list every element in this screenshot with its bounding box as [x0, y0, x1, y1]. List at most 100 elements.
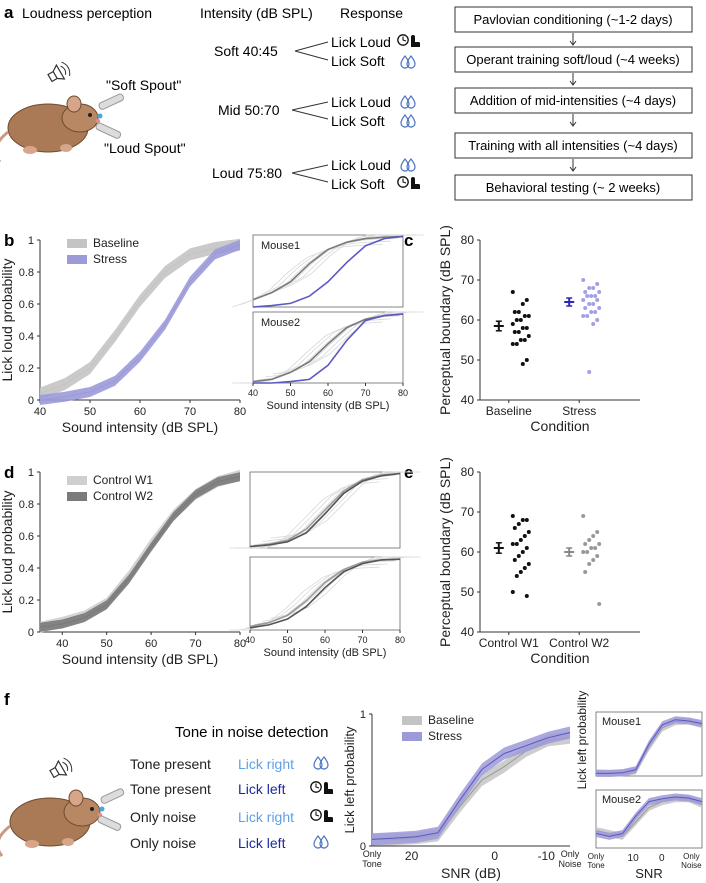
speaker-icon [45, 59, 73, 86]
mini-title: Mouse2 [261, 317, 300, 329]
x-tick-label: 70 [184, 406, 196, 418]
x-tick-label: 40 [34, 406, 46, 418]
data-point [595, 530, 600, 534]
data-point [526, 562, 531, 566]
legend-swatch [67, 239, 87, 248]
x-axis-label: Sound intensity (dB SPL) [264, 647, 387, 659]
intensity-soft: Soft 40:45 [214, 43, 278, 59]
x-tick-label: 60 [320, 635, 330, 645]
training-step: Operant training soft/loud (~4 weeks) [454, 46, 693, 73]
x-tick-label: Only [363, 849, 382, 859]
x-tick-label: 70 [360, 388, 370, 398]
data-point [524, 594, 529, 598]
data-point [583, 542, 588, 546]
response-lick-loud-1: Lick Loud [331, 34, 391, 50]
x-tick-label: 50 [101, 638, 113, 650]
tone-in-noise-title: Tone in noise detection [175, 724, 328, 741]
soft-spout-label: "Soft Spout" [106, 77, 181, 93]
data-point [591, 322, 596, 326]
data-point [581, 514, 586, 518]
x-tick-label: 40 [56, 638, 68, 650]
data-point [520, 518, 525, 522]
panel-a-label: a [4, 3, 14, 22]
data-point [589, 546, 594, 550]
data-point [587, 562, 592, 566]
data-point [581, 298, 586, 302]
data-point [593, 546, 598, 550]
data-point [581, 278, 586, 282]
f-condition-label: Tone present [130, 781, 211, 797]
series-line [595, 796, 703, 837]
y-tick-label: 60 [461, 313, 475, 327]
y-tick-label: 50 [461, 353, 475, 367]
f-response-label: Lick right [238, 756, 294, 772]
data-point [510, 342, 515, 346]
legend-label: Stress [93, 252, 127, 266]
data-point [514, 574, 519, 578]
speaker-icon [47, 755, 75, 782]
reward-icon [400, 55, 416, 69]
x-tick-label: 0 [491, 849, 498, 863]
intensity-soft-group: Soft 40:45 Lick Loud Lick Soft [214, 34, 421, 69]
chart-b-mice: Mouse1 Mouse2 40 50 60 70 80 Sound intensity (d… [232, 234, 424, 412]
y-tick-label: 0 [360, 841, 366, 853]
y-tick-label: 0.6 [19, 531, 34, 543]
x-tick-label: Only [683, 852, 699, 861]
legend-swatch [402, 732, 422, 741]
x-tick-label: 80 [234, 406, 246, 418]
legend-label: Control W1 [93, 473, 153, 487]
session-trace [229, 566, 380, 631]
timeout-icon [397, 176, 421, 190]
x-tick-label: 60 [323, 388, 333, 398]
mouse-series-line [253, 313, 404, 384]
f-condition-label: Only noise [130, 835, 196, 851]
data-point [593, 310, 598, 314]
x-tick-label: Only [588, 852, 604, 861]
panel-f-label: f [4, 690, 10, 709]
series-band [40, 469, 240, 633]
panel-b-label: b [4, 231, 14, 250]
chart-d-mice: 40 50 60 70 80 Sound intensity (dB SPL) [229, 471, 421, 659]
series-line [39, 244, 241, 401]
y-tick-label: 0.2 [19, 595, 34, 607]
mouse-series-line [252, 235, 404, 301]
training-step: Behavioral testing (~ 2 weeks) [454, 174, 693, 201]
y-tick-label: 40 [461, 625, 475, 639]
data-point [516, 522, 521, 526]
f-condition-label: Tone present [130, 756, 211, 772]
mouse-illustration-f [0, 788, 104, 858]
data-point [510, 590, 515, 594]
x-axis-label: Sound intensity (dB SPL) [62, 651, 218, 667]
series-band [372, 726, 570, 846]
data-point [518, 538, 523, 542]
x-tick-label: 50 [285, 388, 295, 398]
f-condition-label: Only noise [130, 809, 196, 825]
timeout-icon [397, 34, 421, 48]
x-tick-label: 70 [189, 638, 201, 650]
data-point [593, 294, 598, 298]
mini-title: Mouse2 [602, 794, 641, 806]
intensity-loud: Loud 75:80 [212, 165, 282, 181]
session-trace [237, 478, 388, 549]
data-point [595, 282, 600, 286]
reward-icon [313, 756, 329, 770]
y-tick-label: 0.8 [19, 499, 34, 511]
y-axis-label: Lick loud probability [0, 259, 15, 382]
data-point [512, 330, 517, 334]
training-step-label: Training with all intensities (~4 days) [468, 138, 677, 153]
data-point [591, 302, 596, 306]
data-point [524, 518, 529, 522]
session-trace [270, 556, 421, 619]
x-axis-label: Condition [530, 650, 589, 666]
series-band [596, 716, 702, 777]
session-trace [262, 471, 413, 542]
intensity-loud-group: Loud 75:80 Lick Loud Lick Soft [212, 157, 421, 192]
session-trace [229, 481, 380, 549]
training-step-label: Pavlovian conditioning (~1-2 days) [473, 12, 672, 27]
data-point [589, 310, 594, 314]
f-response-label: Lick left [238, 781, 286, 797]
x-tick-label: Noise [558, 859, 581, 869]
